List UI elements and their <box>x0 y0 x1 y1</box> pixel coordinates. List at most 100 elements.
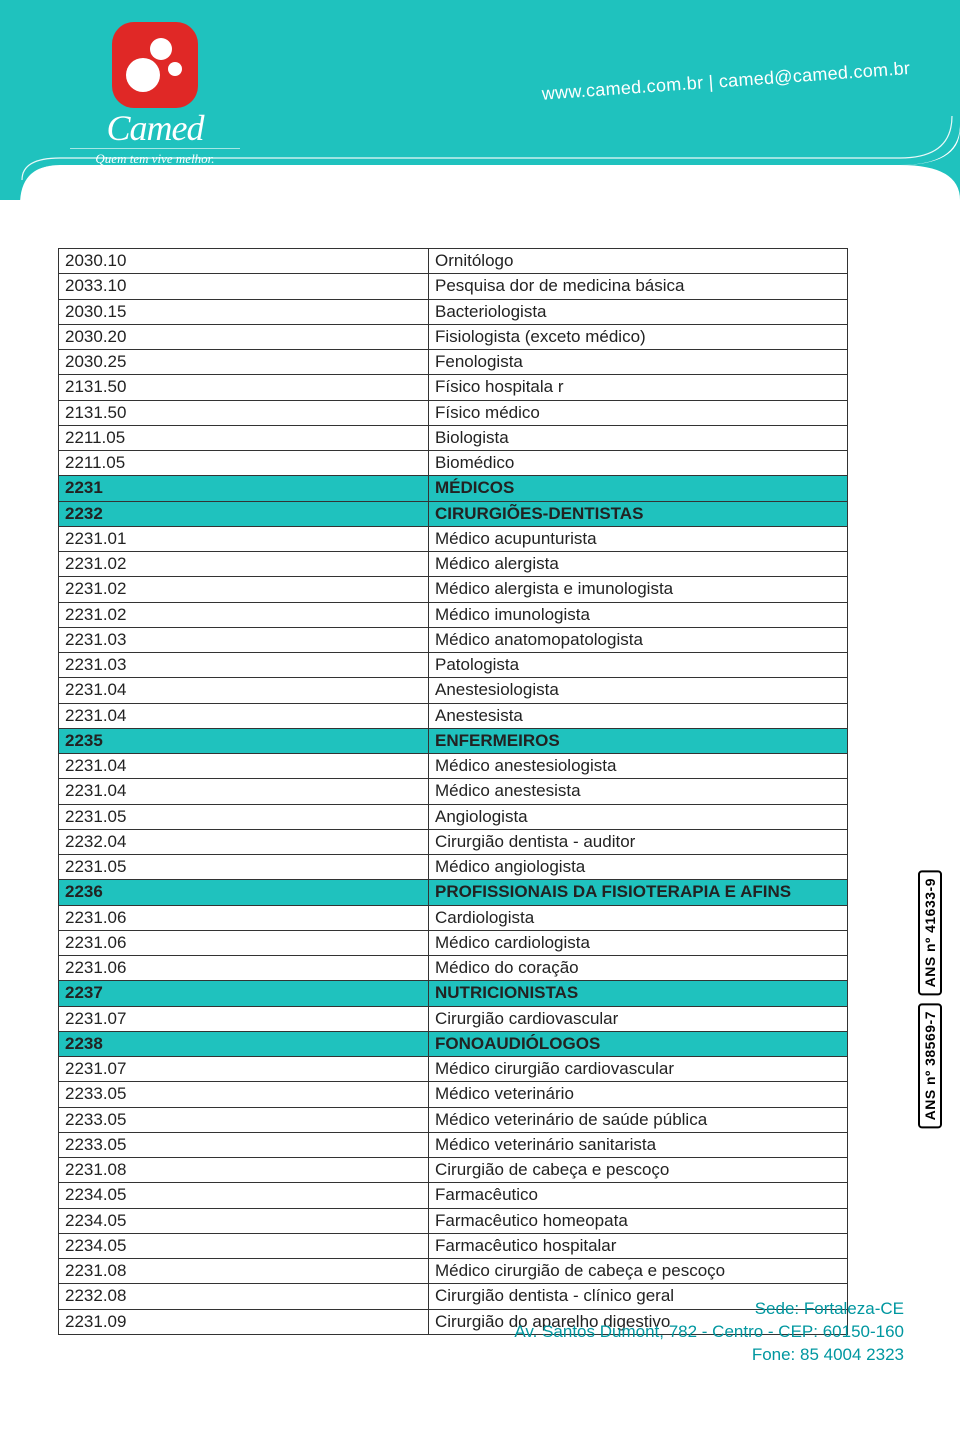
table-row: 2232.04Cirurgião dentista - auditor <box>59 829 848 854</box>
desc-cell: CIRURGIÕES-DENTISTAS <box>429 501 848 526</box>
code-cell: 2231.08 <box>59 1158 429 1183</box>
code-cell: 2231.06 <box>59 905 429 930</box>
table-row: 2231.02Médico alergista e imunologista <box>59 577 848 602</box>
table-row: 2231.07Médico cirurgião cardiovascular <box>59 1057 848 1082</box>
code-cell: 2234.05 <box>59 1208 429 1233</box>
table-row: 2231.04 Médico anestesista <box>59 779 848 804</box>
code-cell: 2231.04 <box>59 754 429 779</box>
table-row: 2234.05Farmacêutico <box>59 1183 848 1208</box>
desc-cell: Anestesista <box>429 703 848 728</box>
desc-cell: Médico acupunturista <box>429 526 848 551</box>
code-cell: 2231.06 <box>59 930 429 955</box>
desc-cell: Patologista <box>429 653 848 678</box>
code-cell: 2232 <box>59 501 429 526</box>
desc-cell: Fisiologista (exceto médico) <box>429 324 848 349</box>
desc-cell: FONOAUDIÓLOGOS <box>429 1031 848 1056</box>
table-row: 2231.02Médico imunologista <box>59 602 848 627</box>
code-cell: 2131.50 <box>59 375 429 400</box>
footer-line: Fone: 85 4004 2323 <box>514 1344 904 1367</box>
code-cell: 2231.02 <box>59 552 429 577</box>
footer-line: Sede: Fortaleza-CE <box>514 1298 904 1321</box>
code-cell: 2231.04 <box>59 703 429 728</box>
table-row: 2231.08Médico cirurgião de cabeça e pesc… <box>59 1259 848 1284</box>
desc-cell: Fenologista <box>429 350 848 375</box>
code-cell: 2238 <box>59 1031 429 1056</box>
table-row: 2236PROFISSIONAIS DA FISIOTERAPIA E AFIN… <box>59 880 848 905</box>
professions-table: 2030.10Ornitólogo2033.10Pesquisa dor de … <box>58 248 848 1335</box>
code-cell: 2234.05 <box>59 1233 429 1258</box>
table-row: 2131.50Físico hospitala r <box>59 375 848 400</box>
desc-cell: Médico veterinário <box>429 1082 848 1107</box>
code-cell: 2232.04 <box>59 829 429 854</box>
code-cell: 2233.05 <box>59 1082 429 1107</box>
desc-cell: MÉDICOS <box>429 476 848 501</box>
desc-cell: Anestesiologista <box>429 678 848 703</box>
logo: Camed Quem tem vive melhor. <box>70 22 240 167</box>
table-row: 2030.20Fisiologista (exceto médico) <box>59 324 848 349</box>
table-row: 2231.08Cirurgião de cabeça e pescoço <box>59 1158 848 1183</box>
code-cell: 2235 <box>59 728 429 753</box>
table-row: 2231.03 Patologista <box>59 653 848 678</box>
code-cell: 2231.07 <box>59 1057 429 1082</box>
desc-cell: Médico cirurgião cardiovascular <box>429 1057 848 1082</box>
table-row: 2030.25Fenologista <box>59 350 848 375</box>
table-row: 2234.05Farmacêutico hospitalar <box>59 1233 848 1258</box>
desc-cell: Cirurgião dentista - auditor <box>429 829 848 854</box>
table-row: 2231.06 Médico cardiologista <box>59 930 848 955</box>
code-cell: 2131.50 <box>59 400 429 425</box>
code-cell: 2231.02 <box>59 602 429 627</box>
table-row: 2131.50Físico médico <box>59 400 848 425</box>
ans-badge: ANS nº 38569-7 <box>918 1003 942 1128</box>
table-row: 2234.05Farmacêutico homeopata <box>59 1208 848 1233</box>
table-row: 2030.15Bacteriologista <box>59 299 848 324</box>
table-row: 2233.05Médico veterinário <box>59 1082 848 1107</box>
table-row: 2231.04 Anestesista <box>59 703 848 728</box>
code-cell: 2233.05 <box>59 1107 429 1132</box>
code-cell: 2231.08 <box>59 1259 429 1284</box>
desc-cell: Angiologista <box>429 804 848 829</box>
table-row: 2231.05Médico angiologista <box>59 855 848 880</box>
table-row: 2030.10Ornitólogo <box>59 249 848 274</box>
code-cell: 2231.02 <box>59 577 429 602</box>
desc-cell: Físico hospitala r <box>429 375 848 400</box>
footer-line: Av. Santos Dumont, 782 - Centro - CEP: 6… <box>514 1321 904 1344</box>
desc-cell: Médico imunologista <box>429 602 848 627</box>
code-cell: 2211.05 <box>59 425 429 450</box>
desc-cell: Farmacêutico hospitalar <box>429 1233 848 1258</box>
logo-icon <box>112 22 198 108</box>
code-cell: 2231.09 <box>59 1309 429 1334</box>
ans-badge: ANS nº 41633-9 <box>918 870 942 995</box>
table-row: 2231.01 Médico acupunturista <box>59 526 848 551</box>
table-row: 2231.06Médico do coração <box>59 956 848 981</box>
table-row: 2231.02 Médico alergista <box>59 552 848 577</box>
code-cell: 2231.03 <box>59 627 429 652</box>
desc-cell: Ornitólogo <box>429 249 848 274</box>
table-row: 2233.05Médico veterinário sanitarista <box>59 1132 848 1157</box>
desc-cell: Médico alergista e imunologista <box>429 577 848 602</box>
code-cell: 2231.05 <box>59 804 429 829</box>
code-cell: 2211.05 <box>59 451 429 476</box>
header: Camed Quem tem vive melhor. www.camed.co… <box>0 0 960 200</box>
desc-cell: PROFISSIONAIS DA FISIOTERAPIA E AFINS <box>429 880 848 905</box>
table-row: 2238FONOAUDIÓLOGOS <box>59 1031 848 1056</box>
main-content: 2030.10Ornitólogo2033.10Pesquisa dor de … <box>58 248 848 1335</box>
code-cell: 2231.06 <box>59 956 429 981</box>
table-row: 2235ENFERMEIROS <box>59 728 848 753</box>
code-cell: 2231.04 <box>59 678 429 703</box>
code-cell: 2231.03 <box>59 653 429 678</box>
table-row: 2231.06 Cardiologista <box>59 905 848 930</box>
desc-cell: Pesquisa dor de medicina básica <box>429 274 848 299</box>
table-row: 2233.05Médico veterinário de saúde públi… <box>59 1107 848 1132</box>
code-cell: 2030.15 <box>59 299 429 324</box>
desc-cell: Médico anatomopatologista <box>429 627 848 652</box>
code-cell: 2231.04 <box>59 779 429 804</box>
desc-cell: NUTRICIONISTAS <box>429 981 848 1006</box>
desc-cell: Cardiologista <box>429 905 848 930</box>
footer: Sede: Fortaleza-CE Av. Santos Dumont, 78… <box>514 1298 904 1367</box>
table-row: 2232CIRURGIÕES-DENTISTAS <box>59 501 848 526</box>
code-cell: 2033.10 <box>59 274 429 299</box>
table-row: 2211.05Biomédico <box>59 451 848 476</box>
table-row: 2231.04Anestesiologista <box>59 678 848 703</box>
desc-cell: Médico cirurgião de cabeça e pescoço <box>429 1259 848 1284</box>
desc-cell: Biomédico <box>429 451 848 476</box>
